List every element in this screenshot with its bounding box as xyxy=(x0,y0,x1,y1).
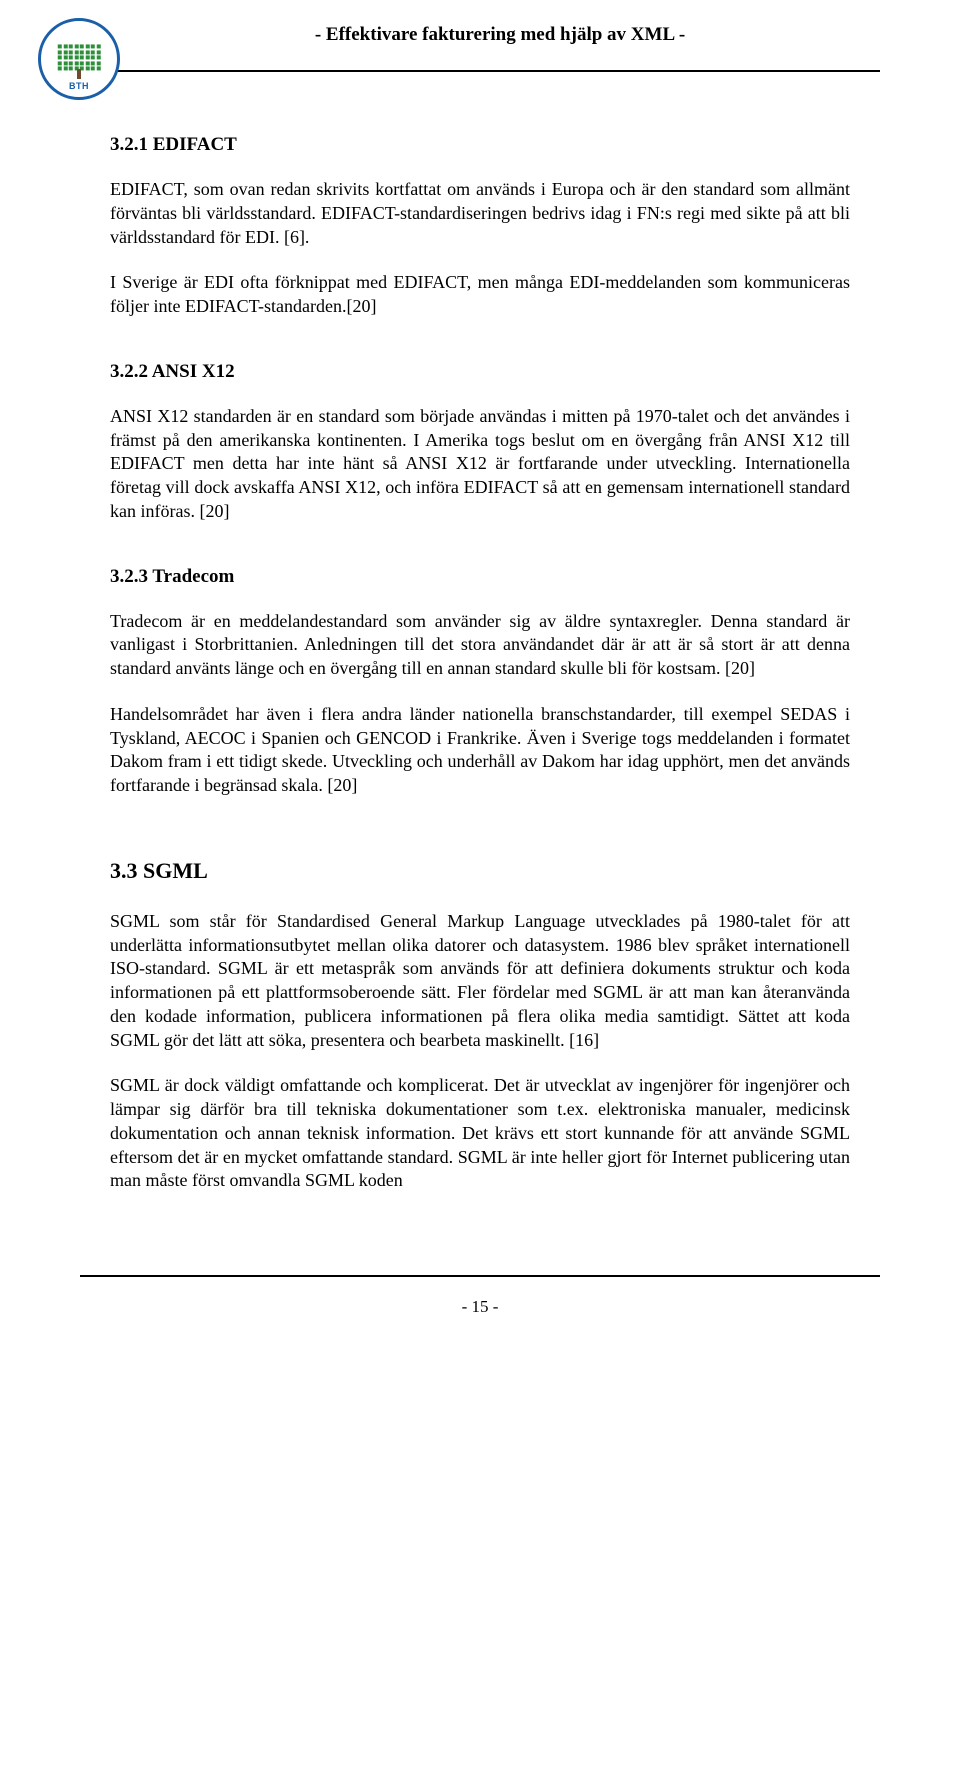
section-heading-322: 3.2.2 ANSI X12 xyxy=(110,361,850,383)
paragraph: SGML som står för Standardised General M… xyxy=(110,910,850,1053)
logo-trunk xyxy=(77,69,81,79)
paragraph: Handelsområdet har även i flera andra lä… xyxy=(110,703,850,798)
logo-tree-icon xyxy=(58,44,101,70)
section-heading-323: 3.2.3 Tradecom xyxy=(110,566,850,588)
page-header: BTH - Effektivare fakturering med hjälp … xyxy=(0,0,960,56)
header-title: - Effektivare fakturering med hjälp av X… xyxy=(80,24,880,46)
paragraph: Tradecom är en meddelandestandard som an… xyxy=(110,610,850,681)
page-content: 3.2.1 EDIFACT EDIFACT, som ovan redan sk… xyxy=(0,72,960,1245)
logo-text: BTH xyxy=(69,81,89,91)
section-heading-321: 3.2.1 EDIFACT xyxy=(110,134,850,156)
paragraph: EDIFACT, som ovan redan skrivits kortfat… xyxy=(110,178,850,249)
paragraph: SGML är dock väldigt omfattande och komp… xyxy=(110,1074,850,1193)
paragraph: I Sverige är EDI ofta förknippat med EDI… xyxy=(110,271,850,319)
footer-divider xyxy=(80,1275,880,1277)
page-number: - 15 - xyxy=(0,1297,960,1357)
university-logo: BTH xyxy=(38,18,120,100)
section-heading-33: 3.3 SGML xyxy=(110,858,850,884)
paragraph: ANSI X12 standarden är en standard som b… xyxy=(110,405,850,524)
